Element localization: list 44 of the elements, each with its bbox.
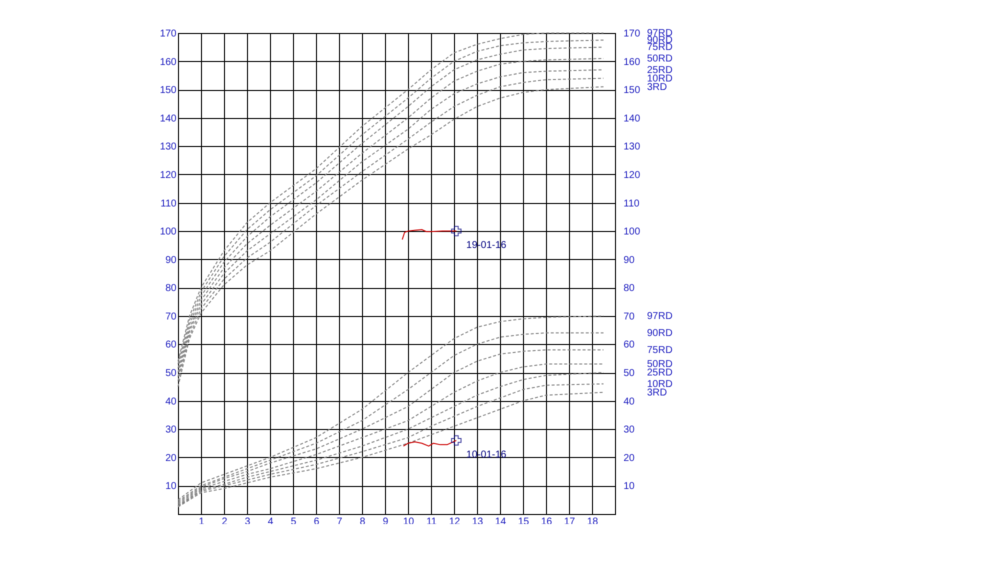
text: 75RD (647, 344, 673, 356)
y2-tick-label: 150 (624, 85, 641, 96)
y2-tick-label: 40 (624, 396, 636, 408)
y2-tick-label: 10 (624, 481, 636, 492)
y-tick-label: 130 (160, 142, 177, 153)
y-tick-label: 50 (165, 368, 177, 380)
text: 10RD (647, 378, 673, 390)
y2-tick-label: 90 (624, 254, 636, 266)
y2-tick-label: 120 (624, 170, 641, 181)
y2-tick-label: 110 (624, 198, 640, 210)
text: 97RD (647, 310, 673, 322)
y2-tick-label: 170 (624, 28, 641, 40)
y-tick-label: 140 (160, 113, 177, 124)
y-tick-label: 160 (160, 56, 177, 68)
y2-tick-label: 20 (624, 452, 636, 464)
y-tick-label: 20 (165, 452, 177, 464)
y2-tick-label: 30 (624, 424, 636, 436)
text: 10RD (647, 73, 673, 84)
y2-tick-label: 160 (624, 56, 641, 68)
text: 25RD (647, 64, 673, 76)
y2-tick-label: 50 (624, 368, 636, 380)
y-tick-label: 60 (165, 340, 177, 351)
text: 3RD (647, 387, 668, 398)
y-tick-label: 80 (165, 283, 177, 294)
y2-tick-label: 60 (624, 340, 636, 351)
y-tick-label: 100 (160, 226, 177, 238)
y-tick-label: 120 (160, 170, 177, 181)
y2-tick-label: 130 (624, 142, 641, 153)
text: 3RD (647, 82, 668, 93)
y-tick-label: 110 (160, 198, 177, 210)
text: 90RD (647, 328, 673, 339)
y-tick-label: 170 (160, 28, 177, 40)
y-tick-label: 30 (165, 424, 177, 436)
text: 25RD (647, 368, 673, 379)
y-tick-label: 70 (165, 311, 177, 322)
y-tick-label: 150 (160, 85, 177, 96)
y-tick-label: 40 (165, 396, 177, 408)
y2-tick-label: 140 (624, 113, 641, 124)
y2-tick-label: 100 (624, 226, 641, 238)
y-tick-label: 10 (165, 481, 177, 492)
y-tick-label: 90 (165, 254, 177, 266)
y2-tick-label: 70 (624, 311, 636, 322)
text: 50RD (647, 53, 673, 64)
y2-tick-label: 80 (624, 283, 636, 294)
